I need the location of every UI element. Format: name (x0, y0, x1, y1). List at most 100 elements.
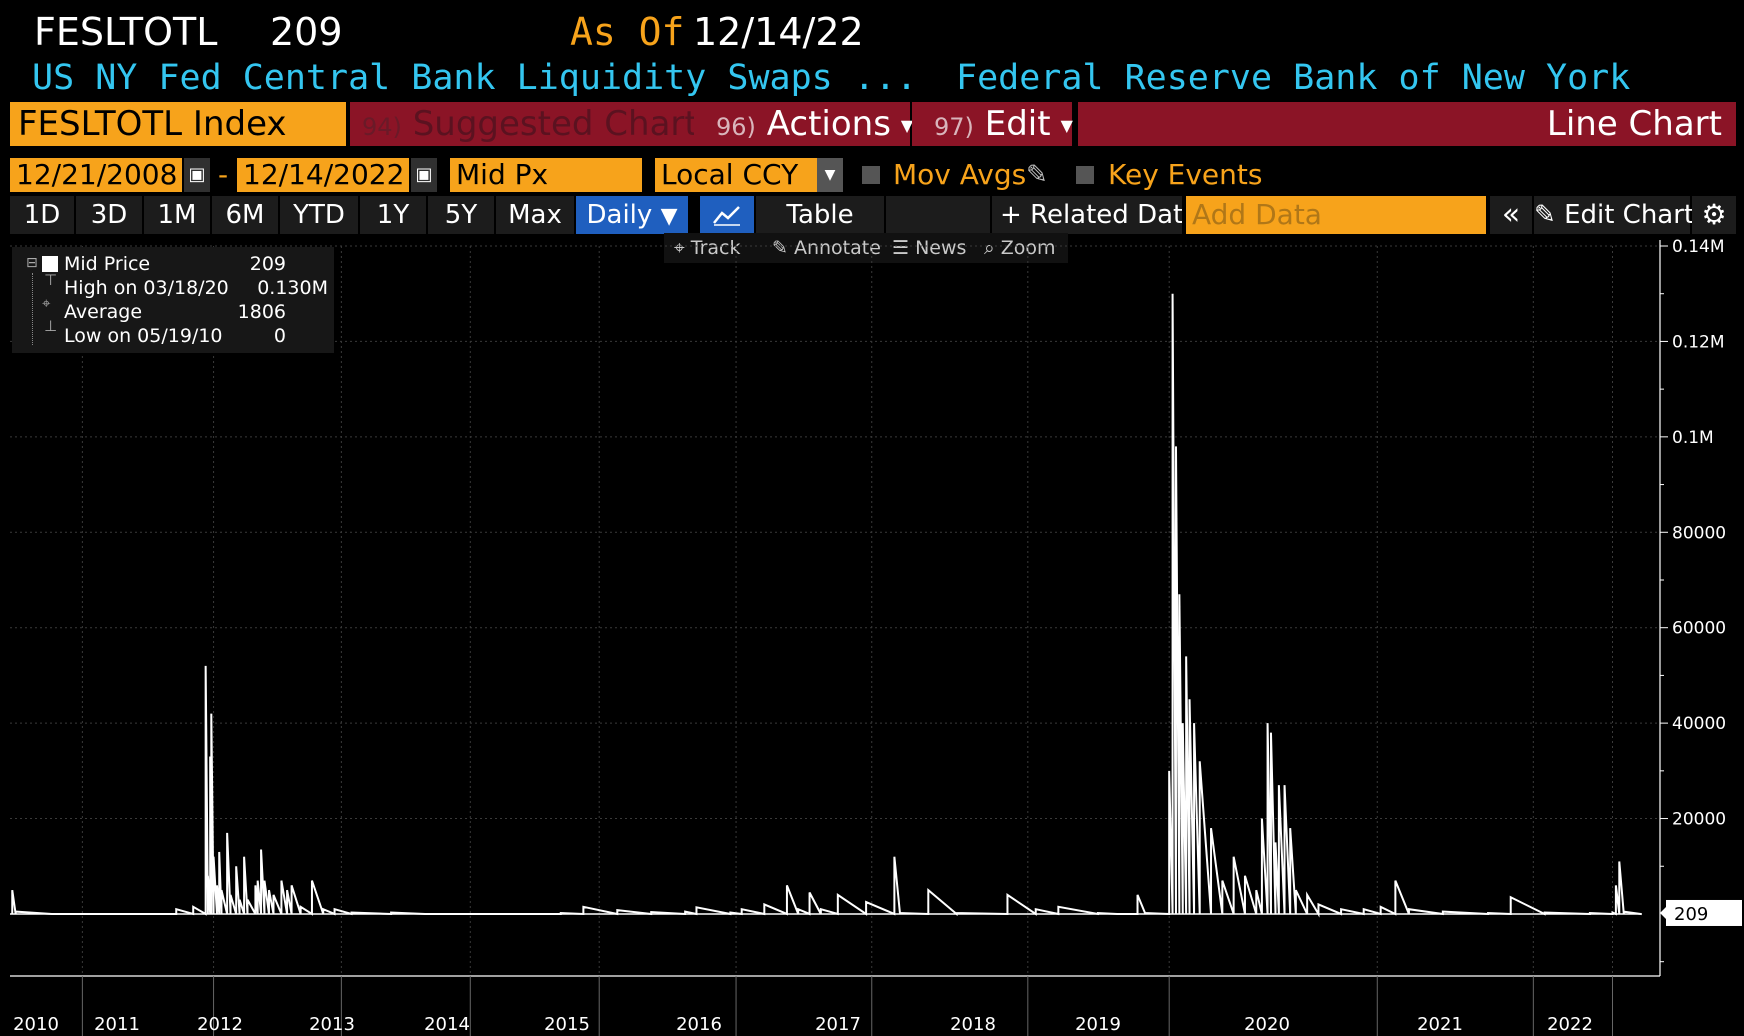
x-tick-label: 2014 (424, 1014, 470, 1035)
range-1y-button[interactable]: 1Y (360, 196, 426, 234)
line-chart-icon[interactable] (700, 196, 754, 234)
related-data-label: Related Data (1030, 200, 1182, 230)
x-tick-label: 2022 (1547, 1014, 1593, 1035)
y-tick-label: 60000 (1672, 619, 1726, 639)
x-tick-label: 2020 (1244, 1014, 1290, 1035)
start-date-input[interactable]: 12/21/2008 (10, 158, 182, 192)
crosshair-icon: ⌖ (674, 237, 685, 259)
range-1d-button[interactable]: 1D (10, 196, 74, 234)
news-label: News (915, 237, 967, 259)
add-data-input[interactable]: Add Data (1186, 196, 1486, 234)
menu-bar: FESLTOTL Index 94) Suggested Charts 96) … (10, 102, 1736, 146)
related-data-button[interactable]: + Related Data (992, 196, 1182, 234)
price-chart[interactable]: 20000 40000 60000 80000 0.1M 0.12M 0.14M 2010 20… (0, 234, 1744, 1036)
edit-number: 97) (934, 113, 974, 141)
price-field-select[interactable]: Mid Px (450, 158, 642, 192)
y-tick-label: 0.1M (1672, 428, 1714, 448)
x-tick-label: 2016 (676, 1014, 722, 1035)
average-value: 1806 (237, 301, 286, 323)
zoom-icon: ⌕ (984, 237, 995, 259)
last-value-pointer (1660, 905, 1667, 920)
date-range-dash: - (218, 158, 229, 191)
range-max-button[interactable]: Max (496, 196, 574, 234)
actions-number: 96) (716, 113, 756, 141)
low-value: 0 (273, 325, 286, 347)
calendar-icon[interactable]: ▣ (411, 158, 437, 192)
collapse-legend-icon[interactable]: ⊟ (26, 255, 38, 271)
y-tick-label: 0.12M (1672, 332, 1725, 352)
high-label: High on 03/18/20 (64, 277, 229, 299)
edit-menu[interactable]: 97) Edit ▼ (912, 102, 1073, 146)
annotate-tool[interactable]: ✎ Annotate (772, 233, 881, 263)
series-color-swatch (42, 256, 58, 272)
security-field[interactable]: FESLTOTL Index (10, 102, 346, 146)
dropdown-caret-icon: ▼ (1060, 115, 1073, 135)
ticker-symbol: FESLTOTL (34, 10, 218, 54)
range-6m-button[interactable]: 6M (212, 196, 278, 234)
track-label: Track (690, 237, 741, 259)
table-button[interactable]: Table (756, 196, 884, 234)
range-1m-button[interactable]: 1M (144, 196, 210, 234)
last-value-label: 209 (1674, 904, 1708, 925)
high-value: 0.130M (257, 277, 328, 299)
gear-icon[interactable]: ⚙ (1692, 196, 1736, 234)
annotate-label: Annotate (793, 237, 881, 259)
key-events-label: Key Events (1108, 158, 1263, 191)
suggested-charts-menu[interactable]: 94) Suggested Charts (350, 102, 715, 146)
periodicity-label: Daily (586, 200, 653, 230)
periodicity-dropdown[interactable]: Daily ▼ (576, 196, 688, 234)
average-label: Average (64, 301, 143, 323)
edit-chart-button[interactable]: ✎ Edit Chart (1534, 196, 1694, 234)
end-date-input[interactable]: 12/14/2022 (237, 158, 409, 192)
y-tick-label: 20000 (1672, 810, 1726, 830)
range-ytd-button[interactable]: YTD (280, 196, 358, 234)
pencil-icon[interactable]: ✎ (1026, 160, 1048, 190)
mov-avgs-checkbox[interactable] (862, 166, 880, 184)
legend-tree-line (32, 273, 34, 345)
range-3d-button[interactable]: 3D (76, 196, 142, 234)
edit-chart-label: Edit Chart (1564, 200, 1695, 230)
high-marker-icon: ⊤ (44, 271, 58, 289)
as-of-label: As Of (570, 10, 685, 54)
pencil-icon: ✎ (1534, 200, 1556, 230)
y-tick-label: 0.14M (1672, 237, 1725, 257)
currency-select[interactable]: Local CCY (655, 158, 817, 192)
actions-label: Actions (766, 104, 891, 144)
legend-series-row: Mid Price 209 (64, 253, 286, 275)
edit-label: Edit (984, 104, 1051, 144)
chart-tools: ⌖ Track ✎ Annotate ☰ News ⌕ Zoom (664, 233, 1068, 263)
data-source: Federal Reserve Bank of New York (956, 58, 1631, 98)
news-tool[interactable]: ☰ News (892, 233, 966, 263)
x-tick-label: 2015 (544, 1014, 590, 1035)
range-spacer (886, 196, 990, 234)
last-value: 209 (270, 10, 343, 54)
y-tick-label: 80000 (1672, 523, 1726, 543)
legend-low-row: Low on 05/19/10 0 (64, 325, 286, 347)
mov-avgs-label: Mov Avgs (893, 158, 1027, 191)
series-value: 209 (249, 253, 286, 275)
pencil-icon: ✎ (772, 237, 788, 259)
chart-legend: ⊟ ⊤ ⌖ ⊥ Mid Price 209 High on 03/18/20 0… (12, 247, 334, 353)
low-marker-icon: ⊥ (44, 317, 58, 335)
collapse-icon[interactable]: « (1490, 196, 1532, 234)
plus-icon: + (1000, 200, 1022, 230)
key-events-checkbox[interactable] (1076, 166, 1094, 184)
x-tick-label: 2017 (815, 1014, 861, 1035)
last-value-tag (1666, 899, 1742, 926)
range-5y-button[interactable]: 5Y (428, 196, 494, 234)
as-of-date: 12/14/22 (693, 10, 864, 54)
actions-menu[interactable]: 96) Actions ▼ (694, 102, 913, 146)
series-line-mid-price (11, 293, 1642, 918)
chart-type-label[interactable]: Line Chart (1078, 102, 1736, 146)
y-tick-label: 40000 (1672, 714, 1726, 734)
x-tick-label: 2010 (13, 1014, 59, 1035)
legend-high-row: High on 03/18/20 0.130M (64, 277, 328, 299)
calendar-icon[interactable]: ▣ (184, 158, 210, 192)
chevron-down-icon[interactable]: ▼ (817, 158, 843, 192)
low-label: Low on 05/19/10 (64, 325, 223, 347)
suggested-charts-number: 94) (362, 113, 402, 141)
track-tool[interactable]: ⌖ Track (674, 233, 740, 263)
legend-average-row: Average 1806 (64, 301, 286, 323)
range-toolbar: 1D 3D 1M 6M YTD 1Y 5Y Max Daily ▼ Table … (10, 196, 1736, 234)
x-tick-label: 2013 (309, 1014, 355, 1035)
